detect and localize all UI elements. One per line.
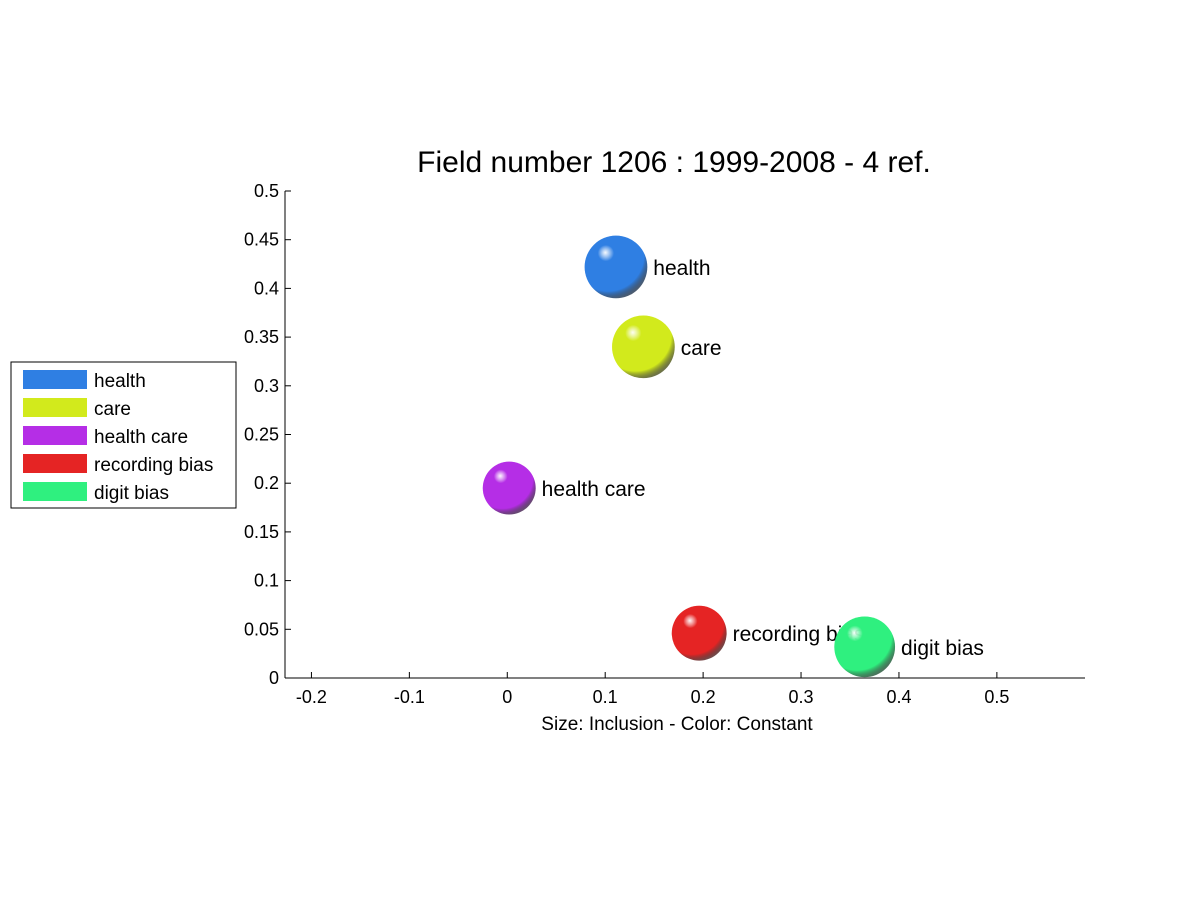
x-tick-label: -0.1 bbox=[394, 687, 425, 707]
x-tick-label: 0.3 bbox=[789, 687, 814, 707]
legend-label: care bbox=[94, 399, 131, 420]
x-tick-label: 0.4 bbox=[886, 687, 911, 707]
y-tick-label: 0.25 bbox=[244, 425, 279, 445]
y-tick-label: 0.35 bbox=[244, 327, 279, 347]
y-tick-label: 0.45 bbox=[244, 230, 279, 250]
y-tick-label: 0.15 bbox=[244, 522, 279, 542]
axes: 0 0.05 0.1 0.15 0.2 0.25 0.3 0.35 0.4 0.45 0.5 -0.2… bbox=[244, 181, 1085, 707]
y-tick-label: 0.1 bbox=[254, 571, 279, 591]
legend-swatch bbox=[23, 482, 87, 501]
data-point-health-care bbox=[482, 461, 536, 515]
legend-label: recording bias bbox=[94, 455, 213, 476]
data-point-health bbox=[584, 235, 648, 299]
legend-swatch bbox=[23, 370, 87, 389]
legend-swatch bbox=[23, 454, 87, 473]
point-label: health care bbox=[542, 478, 646, 501]
legend: health care health care recording bias digit… bbox=[10, 361, 237, 509]
x-tick-label: -0.2 bbox=[296, 687, 327, 707]
data-points: health care health care recording bias digit… bbox=[482, 235, 984, 678]
point-label: health bbox=[653, 257, 710, 280]
y-tick-label: 0.05 bbox=[244, 619, 279, 639]
y-tick-label: 0.4 bbox=[254, 278, 279, 298]
data-point-recording-bias bbox=[671, 605, 727, 661]
x-axis-label: Size: Inclusion - Color: Constant bbox=[541, 714, 813, 735]
point-label: digit bias bbox=[901, 637, 984, 660]
x-tick-label: 0.2 bbox=[691, 687, 716, 707]
data-point-care bbox=[612, 315, 675, 379]
y-tick-label: 0.5 bbox=[254, 181, 279, 201]
x-tick-label: 0 bbox=[502, 687, 512, 707]
y-tick-label: 0.2 bbox=[254, 473, 279, 493]
y-tick-label: 0 bbox=[269, 668, 279, 688]
x-tick-label: 0.1 bbox=[593, 687, 618, 707]
point-label: recording bias bbox=[733, 623, 865, 646]
data-point-digit-bias bbox=[834, 616, 896, 678]
chart-title: Field number 1206 : 1999-2008 - 4 ref. bbox=[417, 146, 931, 179]
legend-swatch bbox=[23, 398, 87, 417]
legend-swatch bbox=[23, 426, 87, 445]
x-tick-label: 0.5 bbox=[984, 687, 1009, 707]
legend-label: health bbox=[94, 371, 146, 392]
y-tick-label: 0.3 bbox=[254, 376, 279, 396]
point-label: care bbox=[681, 337, 722, 360]
legend-label: health care bbox=[94, 427, 188, 448]
legend-label: digit bias bbox=[94, 483, 169, 504]
